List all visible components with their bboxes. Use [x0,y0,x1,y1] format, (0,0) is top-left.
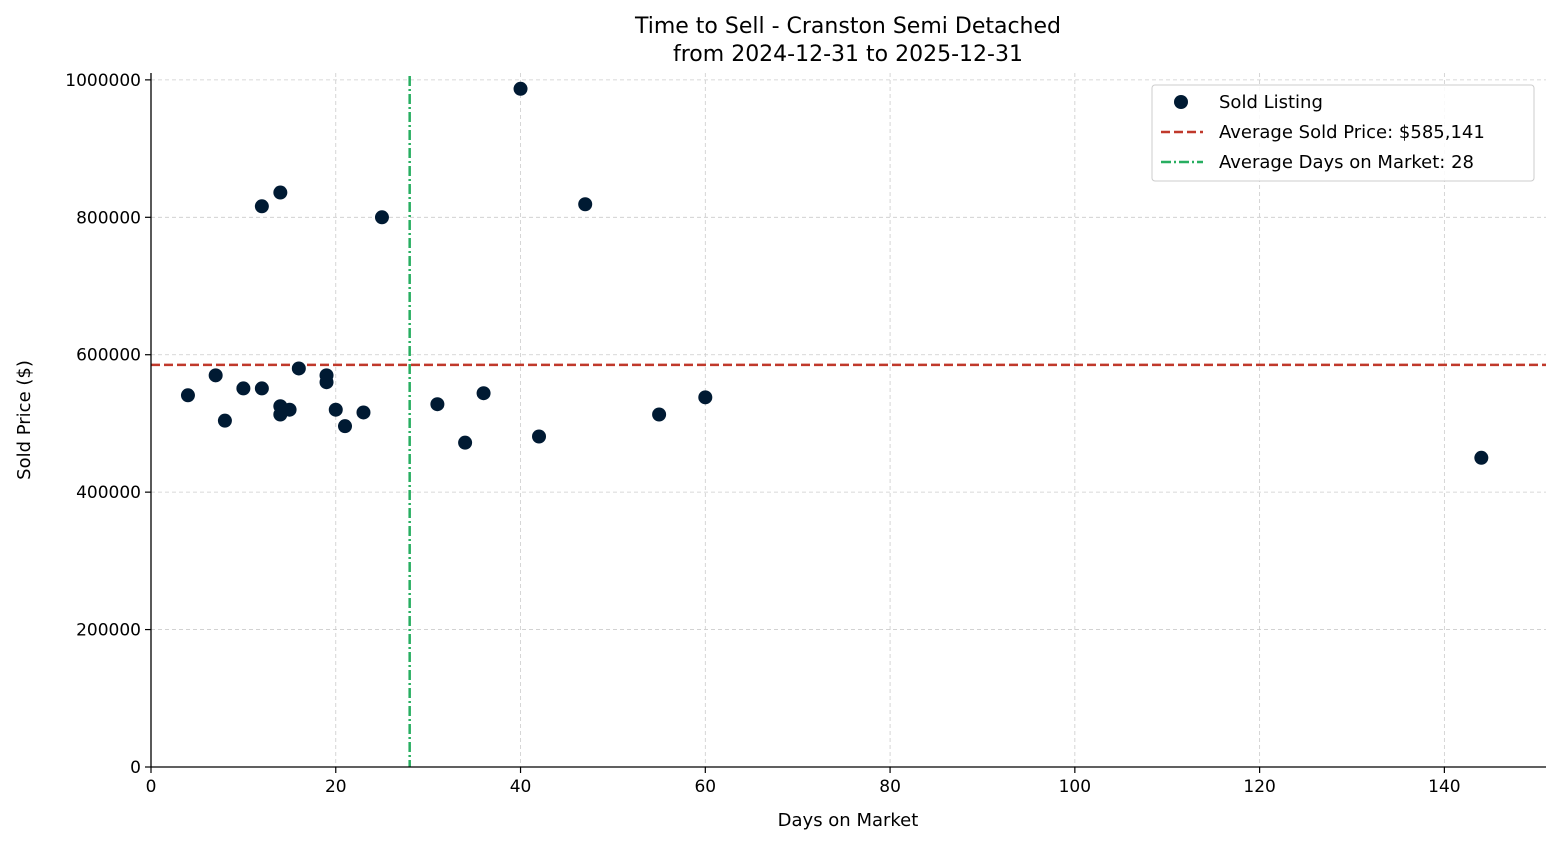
data-point [356,405,371,420]
y-tick-label: 600000 [76,346,141,366]
x-tick-label: 140 [1428,777,1460,797]
y-axis-label: Sold Price ($) [14,360,35,480]
data-point [236,381,251,396]
y-tick-label: 200000 [76,621,141,641]
x-tick-label: 120 [1243,777,1275,797]
y-tick-label: 0 [130,758,141,778]
data-point [532,429,547,444]
legend: Sold Listing Average Sold Price: $585,14… [1151,84,1535,182]
data-point [291,361,306,376]
data-point [652,407,667,422]
data-point [476,386,491,401]
data-point [1474,450,1489,465]
data-point [180,388,195,403]
axis-ticks: 0 20 40 60 80 100 120 140 0 200000 400000 600000 800… [65,71,1460,797]
x-tick-label: 0 [146,777,157,797]
x-tick-label: 60 [694,777,716,797]
data-point [698,390,713,405]
data-point [328,402,343,417]
data-point [208,368,223,383]
x-axis-label: Days on Market [778,810,919,831]
chart-subtitle: from 2024-12-31 to 2025-12-31 [673,42,1023,67]
chart-title: Time to Sell - Cranston Semi Detached [634,14,1061,39]
data-point [338,419,353,434]
data-point [319,375,334,390]
reference-lines [151,76,1546,767]
data-point [254,199,269,214]
legend-label-avg-price: Average Sold Price: $585,141 [1219,122,1485,143]
data-points [180,81,1489,465]
x-tick-label: 100 [1059,777,1091,797]
data-point [282,402,297,417]
x-tick-label: 20 [325,777,347,797]
y-tick-label: 1000000 [65,71,141,91]
data-point [254,381,269,396]
legend-label-avg-days: Average Days on Market: 28 [1219,152,1474,173]
data-point [578,197,593,212]
data-point [217,413,232,428]
x-tick-label: 80 [879,777,901,797]
data-point [430,397,445,412]
x-tick-label: 40 [510,777,532,797]
data-point [374,210,389,225]
y-tick-label: 400000 [76,483,141,503]
legend-marker-sold-listing [1174,95,1188,109]
legend-label-sold-listing: Sold Listing [1219,92,1323,113]
data-point [273,185,288,200]
y-tick-label: 800000 [76,208,141,228]
data-point [513,81,528,96]
legend-box [1151,84,1535,182]
data-point [458,435,473,450]
